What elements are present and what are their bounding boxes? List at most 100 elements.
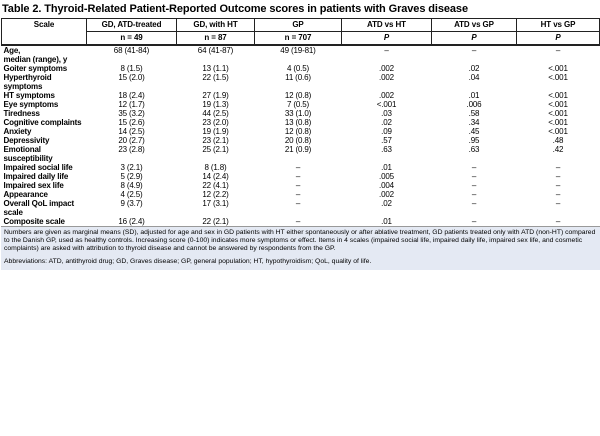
value-cell: .02 — [381, 199, 392, 208]
value-cell: 13 (1.1) — [202, 64, 229, 73]
row-label: Appearance — [2, 190, 87, 199]
row-label: Composite scale — [2, 217, 87, 226]
column-header-scale: Scale — [1, 18, 87, 46]
row-label-line1: Impaired daily life — [3, 172, 69, 181]
value-cell: 18 (2.4) — [118, 91, 145, 100]
row-label: Impaired social life — [2, 163, 87, 172]
column-header-ht-vs-gp: HT vs GP — [516, 18, 600, 32]
value-cell: .002 — [379, 190, 394, 199]
value-cell: 20 (2.7) — [118, 136, 145, 145]
table-body: Age, median (range), y 68 (41-84) 64 (41-87… — [2, 45, 600, 226]
value-cell: 20 (0.8) — [284, 136, 312, 145]
value-cell: – — [295, 217, 301, 226]
table-row: Impaired social life 3 (2.1) 8 (1.8) – .01 – – — [2, 163, 600, 172]
value-cell: – — [471, 217, 477, 226]
column-header-atd-vs-ht: ATD vs HT — [341, 18, 432, 32]
n-subheader: n = 87 — [176, 31, 255, 46]
table-row: HT symptoms 18 (2.4) 27 (1.9) 12 (0.8) .002.… — [2, 91, 600, 100]
row-label-line1: Tiredness — [3, 109, 40, 118]
row-label: Emotional susceptibility — [2, 145, 87, 163]
p-subheader: P — [431, 31, 517, 46]
value-cell: 23 (2.1) — [202, 136, 229, 145]
row-label-line1: Anxiety — [3, 127, 32, 136]
value-cell: 8 (1.8) — [204, 163, 227, 172]
row-label: Anxiety — [2, 127, 87, 136]
value-cell: .42 — [552, 145, 564, 154]
row-label: Depressivity — [2, 136, 87, 145]
table-row: Overall QoL impact scale 9 (3.7) 17 (3.1) –.… — [2, 199, 600, 217]
value-cell: <.001 — [376, 100, 397, 109]
row-label: Impaired daily life — [2, 172, 87, 181]
value-cell: 8 (1.5) — [120, 64, 143, 73]
value-cell: .02 — [468, 64, 480, 73]
value-cell: .57 — [381, 136, 392, 145]
value-cell: 9 (3.7) — [120, 199, 143, 208]
n-subheader: n = 49 — [86, 31, 177, 46]
value-cell: 25 (2.1) — [202, 145, 229, 154]
value-cell: 33 (1.0) — [284, 109, 312, 118]
table-row: Composite scale 16 (2.4) 22 (2.1) – .01 – – — [2, 217, 600, 226]
value-cell: 22 (2.1) — [202, 217, 229, 226]
value-cell: 12 (0.8) — [284, 91, 312, 100]
value-cell: – — [471, 46, 477, 55]
value-cell: .04 — [468, 73, 480, 82]
outcomes-table: Scale GD, ATD-treated GD, with HT GP ATD… — [1, 18, 600, 226]
value-cell: .63 — [468, 145, 480, 154]
row-label-line1: Cognitive complaints — [3, 118, 82, 127]
value-cell: .63 — [381, 145, 392, 154]
value-cell: .005 — [379, 172, 394, 181]
value-cell: 16 (2.4) — [118, 217, 145, 226]
p-subheader: P — [516, 31, 600, 46]
value-cell: .45 — [468, 127, 480, 136]
value-cell: 4 (0.5) — [286, 64, 310, 73]
row-label-line1: Age, — [3, 46, 21, 55]
value-cell: <.001 — [548, 64, 568, 73]
row-label-line2: scale — [3, 208, 23, 217]
value-cell: – — [555, 163, 561, 172]
value-cell: 13 (0.8) — [284, 118, 312, 127]
table-row: Appearance 4 (2.5) 12 (2.2) – .002 – – — [2, 190, 600, 199]
table-header: Scale GD, ATD-treated GD, with HT GP ATD… — [1, 18, 600, 46]
footnote-text: Numbers are given as marginal means (SD)… — [4, 229, 596, 253]
value-cell: – — [471, 172, 477, 181]
value-cell: 64 (41-87) — [197, 46, 234, 55]
column-header-gd-atd: GD, ATD-treated — [86, 18, 177, 32]
column-header-gd-ht: GD, with HT — [176, 18, 255, 32]
value-cell: .002 — [379, 91, 394, 100]
row-label-line1: Goiter symptoms — [3, 64, 68, 73]
row-label-line1: Eye symptoms — [3, 100, 59, 109]
value-cell: – — [555, 190, 561, 199]
value-cell: .03 — [381, 109, 392, 118]
value-cell: – — [555, 217, 561, 226]
value-cell: 12 (2.2) — [202, 190, 229, 199]
value-cell: 12 (1.7) — [118, 100, 145, 109]
abbreviations-text: Abbreviations: ATD, antithyroid drug; GD… — [4, 257, 372, 265]
header-row: Scale GD, ATD-treated GD, with HT GP ATD… — [1, 18, 600, 46]
value-cell: 21 (0.9) — [284, 145, 312, 154]
value-cell: 4 (2.5) — [120, 190, 143, 199]
value-cell: 5 (2.9) — [120, 172, 143, 181]
value-cell: – — [555, 181, 561, 190]
page-title: Table 2. Thyroid-Related Patient-Reporte… — [2, 3, 468, 15]
row-label-line1: Appearance — [3, 190, 48, 199]
table-row: Hyperthyroid symptoms 15 (2.0) 22 (1.5) 11 (… — [2, 73, 600, 91]
value-cell: – — [555, 199, 561, 208]
row-label-line1: Impaired sex life — [3, 181, 64, 190]
value-cell: – — [295, 172, 301, 181]
table-row: Impaired daily life 5 (2.9) 14 (2.4) – .005 –… — [2, 172, 600, 181]
column-header-atd-vs-gp: ATD vs GP — [431, 18, 517, 32]
value-cell: 12 (0.8) — [284, 127, 312, 136]
value-cell: 19 (1.3) — [202, 100, 229, 109]
row-label: Eye symptoms — [2, 100, 87, 109]
value-cell: .95 — [468, 136, 480, 145]
value-cell: – — [555, 172, 561, 181]
row-label-line1: Emotional — [3, 145, 41, 154]
value-cell: 15 (2.6) — [118, 118, 145, 127]
value-cell: 68 (41-84) — [113, 46, 150, 55]
value-cell: – — [384, 46, 389, 55]
row-label: Goiter symptoms — [2, 64, 87, 73]
value-cell: 23 (2.8) — [118, 145, 145, 154]
row-label-line1: HT symptoms — [3, 91, 55, 100]
row-label: Impaired sex life — [2, 181, 87, 190]
table-row: Eye symptoms 12 (1.7) 19 (1.3) 7 (0.5) <.001… — [2, 100, 600, 109]
